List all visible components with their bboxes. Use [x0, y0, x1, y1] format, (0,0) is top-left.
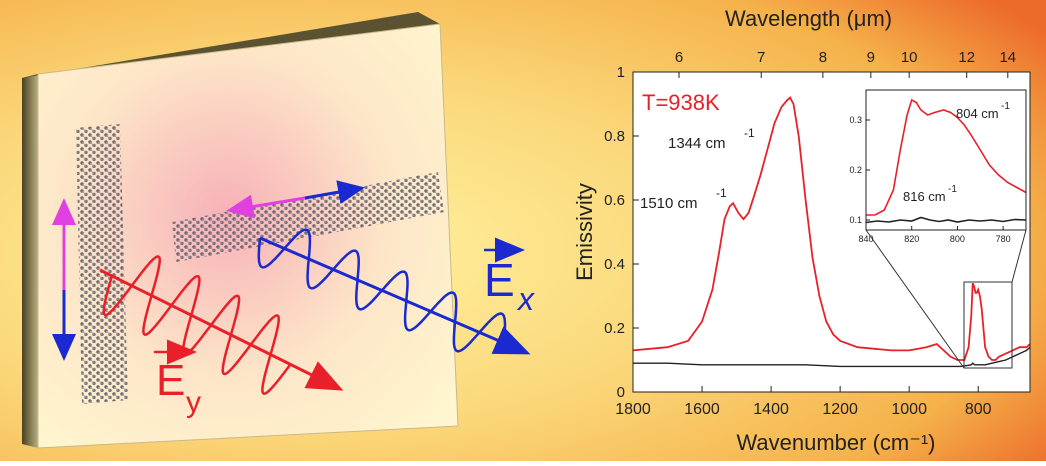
inset-annotation-816-sup: -1: [948, 184, 957, 195]
inset-plot-frame: [865, 89, 1027, 231]
inset-x-tick-label-840: 840: [858, 234, 873, 244]
top-axis-label: Wavelength (μm): [725, 6, 892, 31]
inset-ticks: 840 820 800 780 0.1 0.2 0.3: [849, 115, 1010, 244]
main-series-line-1: [633, 346, 1031, 368]
inset-annotation-816-text: 816 cm: [903, 189, 946, 204]
top-tick-label-9: 9: [867, 49, 875, 66]
y-tick-label-5: 1: [617, 64, 625, 81]
red-propagation-arrow: [99, 268, 344, 391]
blue-arrow-right: [304, 180, 365, 204]
y-tick-label-4: 0.8: [604, 128, 625, 145]
blue-wave: [257, 228, 507, 353]
y-tick-label-2: 0.4: [604, 256, 625, 273]
main-series: [632, 96, 1031, 368]
y-axis-label: Emissivity: [572, 183, 597, 281]
x-tick-label-1400: 1400: [753, 401, 789, 418]
zoom-connector-left: [865, 229, 965, 369]
magenta-arrow-left: [226, 194, 306, 219]
top-tick-label-8: 8: [819, 49, 827, 66]
inset-series-line-0: [866, 98, 1027, 216]
inset-x-tick-label-820: 820: [904, 234, 919, 244]
top-tick-label-6: 6: [675, 49, 683, 66]
peak-label-1510-text: 1510 cm: [640, 195, 698, 212]
zoom-region-box: [963, 281, 1013, 369]
x-tick-label-1200: 1200: [822, 401, 858, 418]
top-tick-label-14: 14: [999, 49, 1016, 66]
inset-y-tick-label-2: 0.3: [849, 115, 862, 125]
main-series-line-0: [632, 96, 1031, 361]
illustration: E y E x: [22, 12, 535, 449]
y-tick-label-0: 0: [617, 384, 625, 401]
inset-annotation-804-sup: -1: [1001, 101, 1010, 112]
x-tick-label-1600: 1600: [684, 401, 720, 418]
inset-annotation-804-text: 804 cm: [956, 106, 999, 121]
blue-propagation-arrow: [259, 236, 531, 355]
y-tick-label-3: 0.6: [604, 192, 625, 209]
ey-subscript: y: [186, 386, 201, 419]
inset-annotation-804: 804 cm -1: [956, 101, 1010, 121]
inset-annotation-816: 816 cm -1: [903, 184, 957, 204]
vertical-nanoribbon: [76, 124, 128, 404]
peak-label-1344-text: 1344 cm: [668, 135, 726, 152]
ex-label: E: [484, 254, 515, 306]
horizontal-nanoribbon: [172, 172, 444, 262]
slab-top: [22, 12, 440, 78]
inset-series-line-1: [865, 216, 1027, 224]
x-tick-label-1000: 1000: [891, 401, 927, 418]
top-tick-label-10: 10: [901, 49, 918, 66]
inset-plot-area: [866, 90, 1026, 230]
top-tick-label-7: 7: [757, 49, 765, 66]
ex-subscript: x: [516, 281, 535, 317]
inset-x-tick-label-780: 780: [996, 234, 1011, 244]
slab-side: [22, 74, 38, 448]
temperature-annotation: T=938K: [642, 90, 720, 115]
x-tick-label-800: 800: [965, 401, 992, 418]
x-tick-label-1800: 1800: [615, 401, 651, 418]
peak-label-1344: 1344 cm -1: [668, 126, 755, 152]
inset-chart: 840 820 800 780 0.1 0.2 0.3 804 cm -1 816 cm -…: [849, 89, 1027, 244]
ey-label: E: [156, 356, 185, 405]
inset-x-tick-label-800: 800: [950, 234, 965, 244]
peak-label-1510-sup: -1: [716, 186, 727, 200]
x-axis-label: Wavenumber (cm⁻¹): [736, 430, 935, 455]
main-plot-frame: [632, 71, 1031, 393]
peak-label-1344-sup: -1: [744, 126, 755, 140]
top-tick-label-12: 12: [958, 49, 975, 66]
y-tick-label-1: 0.2: [604, 320, 625, 337]
zoom-connector-right: [1011, 229, 1027, 283]
inset-y-tick-label-0: 0.1: [849, 215, 862, 225]
inset-y-tick-label-1: 0.2: [849, 165, 862, 175]
inset-series: [865, 98, 1027, 224]
peak-label-1510: 1510 cm -1: [640, 186, 727, 212]
